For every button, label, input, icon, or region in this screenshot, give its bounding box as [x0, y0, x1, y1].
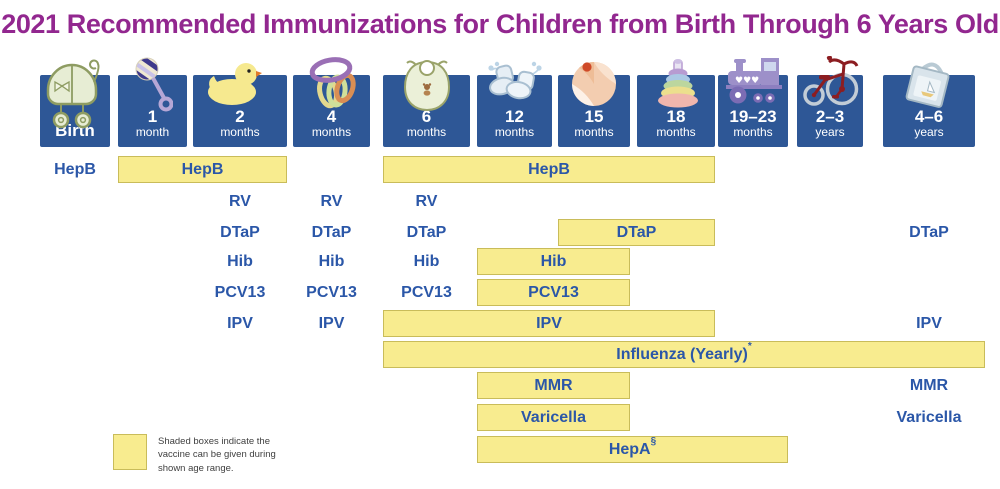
age-column-number: 4 — [326, 107, 337, 127]
age-column-number: Birth — [55, 121, 95, 141]
hepb-shaded-box: HepB — [383, 156, 715, 183]
rv-label-2m: RV — [193, 188, 287, 215]
hepb-shaded-box: HepB — [118, 156, 287, 183]
vaccine-text: IPV — [227, 315, 253, 332]
vaccine-box-label: PCV13 — [528, 284, 579, 301]
vaccine-box-label: Varicella — [521, 409, 586, 426]
hepa-shaded-box: HepA§ — [477, 436, 788, 463]
ipv-shaded-box: IPV — [383, 310, 715, 337]
age-column-2-3y: 2–3 years — [797, 75, 863, 147]
vaccine-text: Hib — [318, 253, 345, 270]
pcv13-label-4m: PCV13 — [293, 279, 370, 306]
legend-text: Shaded boxes indicate the vaccine can be… — [158, 435, 276, 475]
vaccine-box-label: DTaP — [616, 224, 657, 241]
age-column-unit: months — [220, 125, 260, 140]
age-column-number: 4–6 — [914, 107, 944, 127]
age-column-unit: months — [733, 125, 773, 140]
dtap-label-6m: DTaP — [383, 219, 470, 246]
dtap-label-2m: DTaP — [193, 219, 287, 246]
vaccine-text: PCV13 — [401, 284, 452, 301]
hib-label-4m: Hib — [293, 248, 370, 275]
rv-label-4m: RV — [293, 188, 370, 215]
age-column-unit: months — [311, 125, 352, 140]
age-column-6m: 6 months — [383, 75, 470, 147]
vaccine-box-label: IPV — [536, 315, 562, 332]
vaccine-box-label: Hib — [540, 253, 567, 270]
ipv-label-4m: IPV — [293, 310, 370, 337]
age-column-unit: months — [406, 125, 447, 140]
age-column-number: 15 — [584, 107, 604, 127]
age-column-number: 2 — [235, 107, 245, 127]
vaccine-text: DTaP — [406, 224, 447, 241]
hepb-label-birth: HepB — [40, 156, 110, 183]
vaccine-text: MMR — [909, 377, 949, 394]
footnote-marker: § — [650, 435, 657, 447]
age-column-unit: months — [574, 125, 614, 140]
vaccine-text: HepB — [54, 161, 96, 178]
vaccine-box-label: Influenza (Yearly) — [616, 346, 748, 363]
age-column-number: 6 — [421, 107, 432, 127]
vaccine-text: DTaP — [909, 224, 949, 241]
rv-label-6m: RV — [383, 188, 470, 215]
age-column-unit: years — [914, 125, 944, 140]
legend-line: shown age range. — [158, 462, 234, 474]
age-column-number: 2–3 — [815, 107, 845, 127]
vaccine-box-label: HepA — [608, 441, 651, 458]
vaccine-text: RV — [229, 193, 251, 210]
varicella-shaded-box: Varicella — [477, 404, 630, 431]
vaccine-text: PCV13 — [306, 284, 357, 301]
vaccine-text: Hib — [413, 253, 440, 270]
age-column-unit: month — [135, 125, 170, 140]
varicella-label-4-6y: Varicella — [883, 404, 975, 431]
age-column-unit: years — [815, 125, 845, 140]
vaccine-box-label: HepB — [181, 161, 224, 178]
hib-label-6m: Hib — [383, 248, 470, 275]
ipv-label-2m: IPV — [193, 310, 287, 337]
vaccine-box-label: HepB — [528, 161, 570, 178]
age-column-number: 19–23 — [729, 107, 777, 127]
age-column-number: 12 — [505, 107, 524, 127]
page-title: 2021 Recommended Immunizations for Child… — [1, 9, 999, 39]
age-column-2m: 2 months — [193, 75, 287, 147]
pcv13-label-2m: PCV13 — [193, 279, 287, 306]
age-column-15m: 15 months — [558, 75, 630, 147]
vaccine-text: IPV — [318, 315, 345, 332]
age-column-number: 1 — [147, 107, 158, 127]
age-column-4m: 4 months — [293, 75, 370, 147]
vaccine-text: DTaP — [311, 224, 352, 241]
age-column-unit: months — [494, 125, 535, 140]
dtap-label-4-6y: DTaP — [883, 219, 975, 246]
ipv-label-4-6y: IPV — [883, 310, 975, 337]
influenza-shaded-box: Influenza (Yearly)* — [383, 341, 985, 368]
vaccine-text: PCV13 — [214, 284, 266, 301]
age-column-19-23m: 19–23 months — [718, 75, 788, 147]
age-column-18m: 18 months — [637, 75, 715, 147]
age-column-4-6y: 4–6 years — [883, 75, 975, 147]
vaccine-text: RV — [320, 193, 343, 210]
age-column-unit: months — [656, 125, 696, 140]
hib-label-2m: Hib — [193, 248, 287, 275]
hib-shaded-box: Hib — [477, 248, 630, 275]
age-column-number: 18 — [666, 107, 686, 127]
mmr-label-4-6y: MMR — [883, 372, 975, 399]
vaccine-text: Varicella — [896, 409, 962, 426]
age-column-12m: 12 months — [477, 75, 552, 147]
pcv13-shaded-box: PCV13 — [477, 279, 630, 306]
legend-line: vaccine can be given during — [158, 449, 276, 461]
mmr-shaded-box: MMR — [477, 372, 630, 399]
legend-swatch — [113, 434, 147, 470]
footnote-marker: * — [747, 340, 752, 352]
vaccine-text: DTaP — [220, 224, 260, 241]
dtap-label-4m: DTaP — [293, 219, 370, 246]
dtap-shaded-box: DTaP — [558, 219, 715, 246]
vaccine-box-label: MMR — [534, 377, 573, 394]
pcv13-label-6m: PCV13 — [383, 279, 470, 306]
age-column-birth: Birth — [40, 75, 110, 147]
legend-line: Shaded boxes indicate the — [158, 436, 270, 447]
vaccine-text: Hib — [227, 253, 253, 270]
age-column-1m: 1 month — [118, 75, 187, 147]
vaccine-text: RV — [415, 193, 438, 210]
vaccine-text: IPV — [916, 315, 942, 332]
